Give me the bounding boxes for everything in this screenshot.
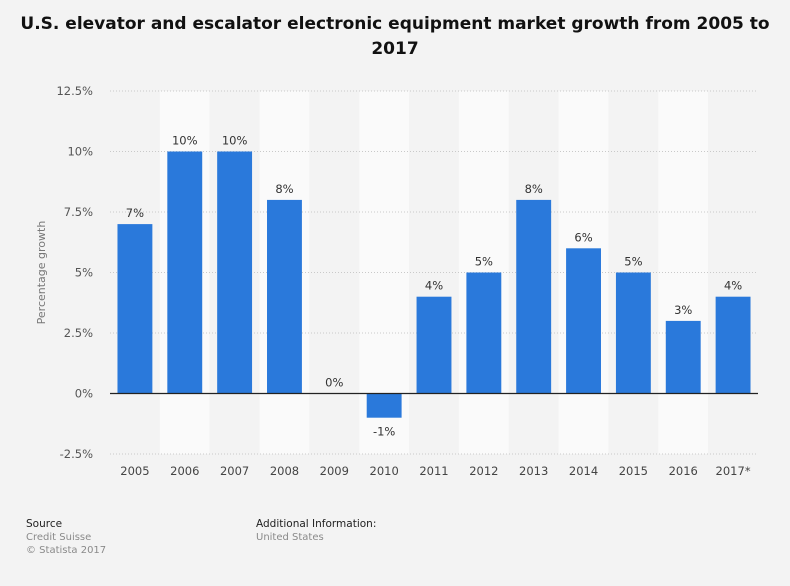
x-tick-label: 2006 (170, 464, 199, 478)
x-tick-label: 2017* (716, 464, 751, 478)
bar (715, 296, 751, 394)
y-tick-label: 0% (75, 387, 93, 401)
y-tick-label: 7.5% (64, 205, 93, 219)
x-tick-label: 2009 (320, 464, 349, 478)
source-block: Source Credit Suisse © Statista 2017 (26, 518, 106, 557)
bar-chart: 12.5% 10% 7.5% 5% 2.5% 0% -2.5% Percentage grow… (35, 84, 758, 478)
data-label: 3% (674, 303, 692, 317)
bar (416, 296, 452, 394)
x-tick-label: 2005 (120, 464, 149, 478)
bar (267, 199, 302, 394)
bar (516, 199, 552, 394)
x-tick-label: 2013 (519, 464, 548, 478)
data-label: 8% (525, 182, 543, 196)
data-label: 4% (724, 279, 742, 293)
x-tick-label: 2010 (370, 464, 399, 478)
x-tick-label: 2016 (669, 464, 698, 478)
data-label: 5% (624, 255, 642, 269)
data-label: 10% (222, 134, 248, 148)
bar (217, 151, 253, 394)
bar (665, 320, 701, 394)
additional-info-block: Additional Information: United States (256, 518, 376, 544)
data-label: 8% (275, 182, 293, 196)
data-label: -1% (373, 425, 395, 439)
bar (566, 248, 601, 394)
x-tick-label: 2008 (270, 464, 299, 478)
column-band (708, 91, 758, 454)
x-tick-label: 2014 (569, 464, 598, 478)
bar (117, 224, 153, 394)
source-line: © Statista 2017 (26, 545, 107, 556)
source-heading: Source (26, 518, 63, 530)
x-tick-label: 2012 (469, 464, 498, 478)
additional-info-line: United States (256, 532, 324, 543)
y-tick-label: 2.5% (64, 326, 93, 340)
data-label: 10% (172, 134, 198, 148)
y-tick-label: 12.5% (56, 84, 93, 98)
y-axis-label: Percentage growth (35, 221, 48, 325)
data-label: 7% (126, 206, 144, 220)
chart-title: U.S. elevator and escalator electronic e… (20, 14, 770, 59)
bar (366, 393, 402, 418)
column-band (309, 91, 360, 454)
data-label: 5% (475, 255, 493, 269)
bar (615, 272, 651, 394)
data-label: 6% (574, 230, 592, 244)
x-tick-label: 2015 (619, 464, 648, 478)
x-tick-label: 2011 (419, 464, 448, 478)
bar (466, 272, 502, 394)
bar (167, 151, 203, 394)
y-tick-label: 5% (75, 266, 93, 280)
x-tick-label: 2007 (220, 464, 249, 478)
source-line: Credit Suisse (26, 532, 92, 543)
y-tick-label: -2.5% (60, 447, 93, 461)
data-label: 4% (425, 279, 443, 293)
y-tick-label: 10% (67, 145, 93, 159)
additional-info-heading: Additional Information: (256, 518, 377, 530)
data-label: 0% (325, 376, 343, 390)
